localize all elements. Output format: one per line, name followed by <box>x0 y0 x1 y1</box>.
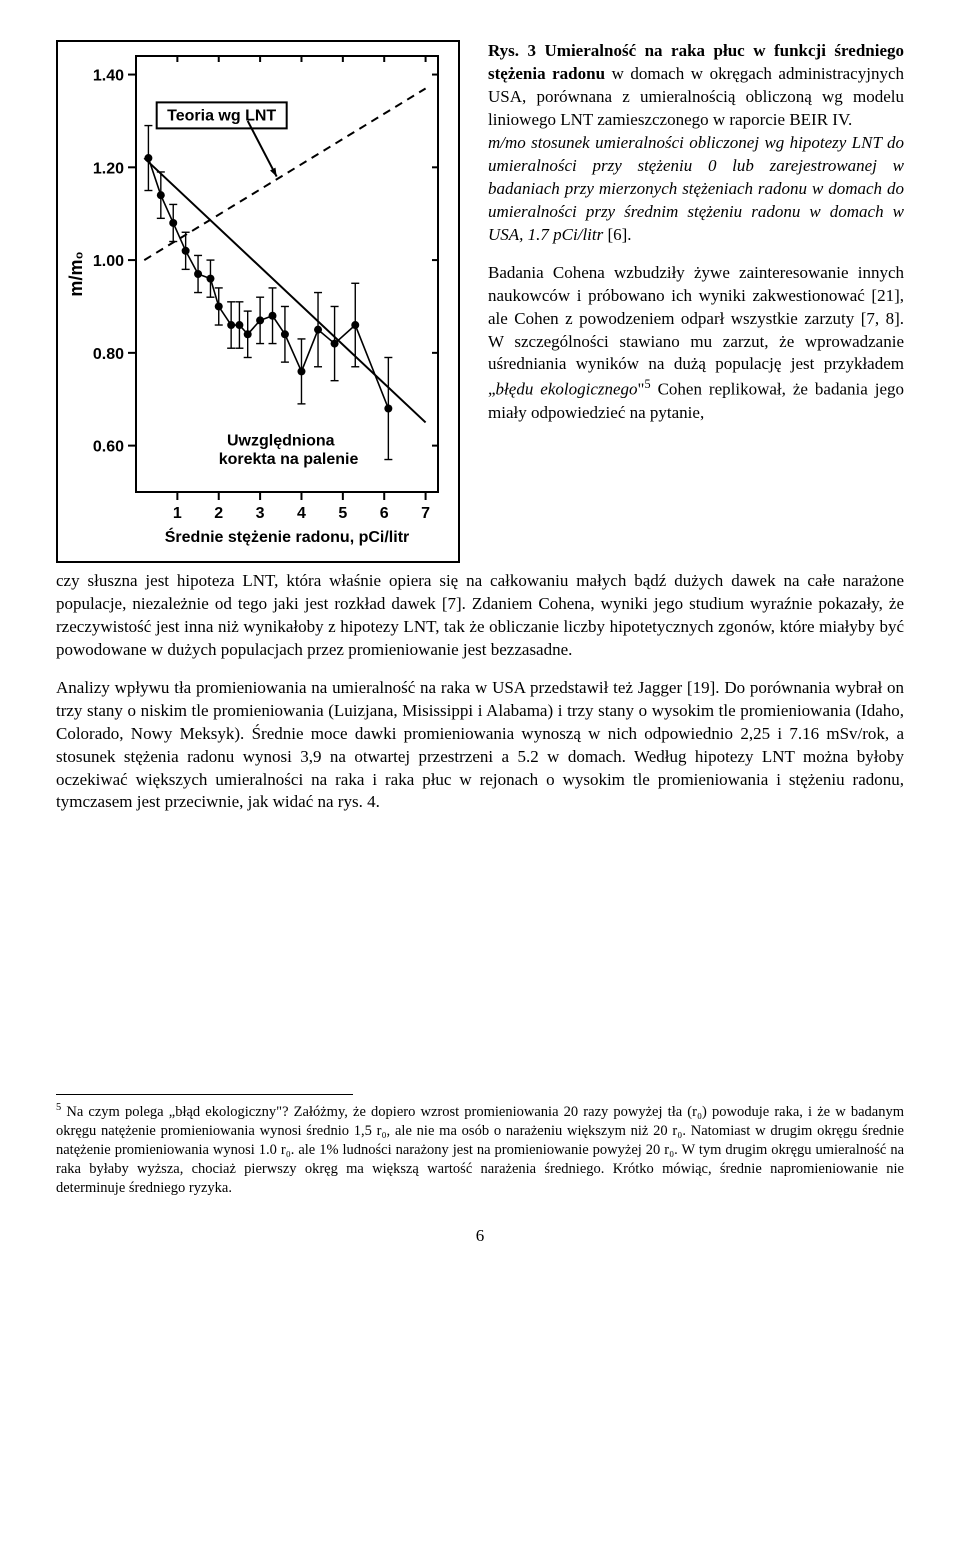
svg-text:1: 1 <box>173 505 182 522</box>
cohen-para-continued: czy słuszna jest hipoteza LNT, która wła… <box>56 570 904 662</box>
svg-text:3: 3 <box>256 505 265 522</box>
figure-caption: Rys. 3 Umieralność na raka płuc w funkcj… <box>488 40 904 246</box>
jagger-para: Analizy wpływu tła promieniowania na umi… <box>56 677 904 815</box>
figure-column: 0.60 0.80 1.00 1.20 1.40 1 2 3 4 5 6 7 m/m₀ Średnie s… <box>56 40 460 563</box>
svg-text:Uwzględniona: Uwzględniona <box>227 433 335 450</box>
svg-text:Średnie stężenie radonu, pCi/l: Średnie stężenie radonu, pCi/litr <box>165 527 410 546</box>
svg-text:m/m₀: m/m₀ <box>66 251 86 296</box>
cohen-radon-chart: 0.60 0.80 1.00 1.20 1.40 1 2 3 4 5 6 7 m/m₀ Średnie s… <box>56 40 460 563</box>
svg-text:1.40: 1.40 <box>93 68 124 85</box>
svg-text:1.00: 1.00 <box>93 253 124 270</box>
caption-italic-tail: [6]. <box>603 225 631 244</box>
svg-text:5: 5 <box>338 505 347 522</box>
chart-svg: 0.60 0.80 1.00 1.20 1.40 1 2 3 4 5 6 7 m/m₀ Średnie s… <box>58 42 458 554</box>
svg-text:4: 4 <box>297 505 306 522</box>
svg-text:1.20: 1.20 <box>93 160 124 177</box>
svg-text:2: 2 <box>214 505 223 522</box>
cohen-para-side: Badania Cohena wzbudziły żywe zaintereso… <box>488 262 904 425</box>
footnote-separator <box>56 1094 353 1095</box>
svg-text:7: 7 <box>421 505 430 522</box>
svg-text:6: 6 <box>380 505 389 522</box>
page-number: 6 <box>56 1225 904 1248</box>
svg-text:Teoria wg LNT: Teoria wg LNT <box>167 107 276 124</box>
caption-italic: m/mo stosunek umieralności obliczonej wg… <box>488 133 904 244</box>
svg-text:0.80: 0.80 <box>93 346 124 363</box>
footnote-5: 5 Na czym polega „błąd ekologiczny"? Zał… <box>56 1101 904 1197</box>
caption-column: Rys. 3 Umieralność na raka płuc w funkcj… <box>488 40 904 440</box>
svg-text:0.60: 0.60 <box>93 439 124 456</box>
footnote-text: Na czym polega „błąd ekologiczny"? Załóż… <box>56 1104 904 1195</box>
svg-text:korekta na palenie: korekta na palenie <box>219 451 359 468</box>
